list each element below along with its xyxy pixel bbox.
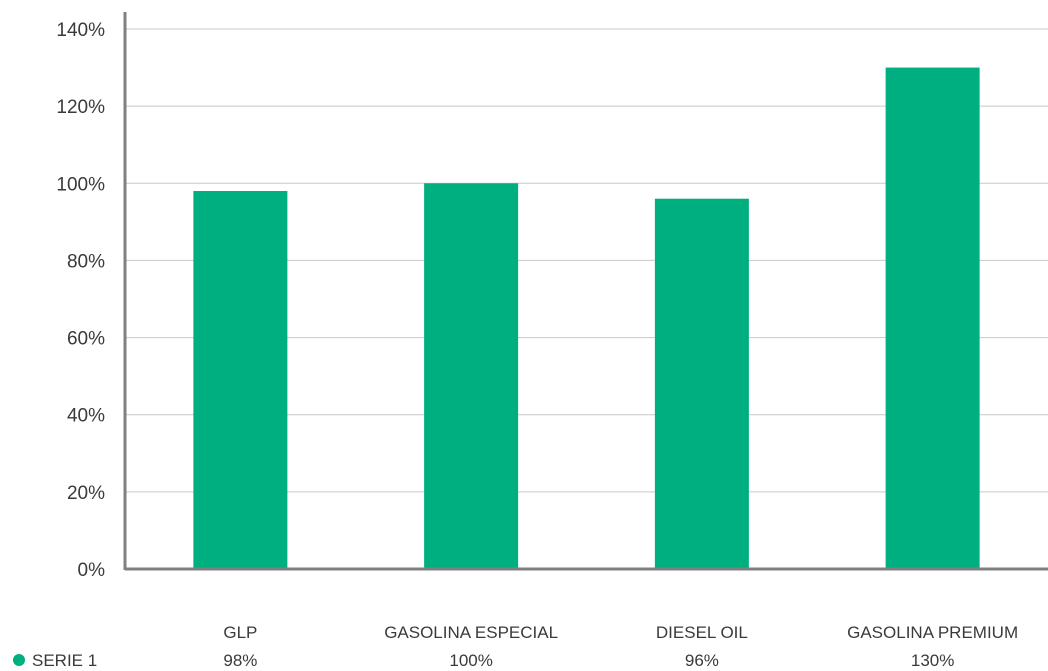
bar (193, 191, 288, 569)
data-table-values: 98% 100% 96% 130% (223, 651, 954, 670)
bar (885, 67, 980, 570)
value-label: 96% (685, 651, 719, 670)
bar (424, 183, 519, 570)
y-tick-label: 40% (67, 406, 105, 427)
y-tick-label: 60% (67, 329, 105, 350)
value-label: 130% (911, 651, 954, 670)
category-label: DIESEL OIL (656, 623, 748, 642)
y-tick-label: 100% (56, 174, 105, 195)
value-label: 100% (449, 651, 492, 670)
axes (123, 12, 1048, 571)
legend-label: SERIE 1 (32, 651, 97, 670)
category-label: GASOLINA PREMIUM (847, 623, 1018, 642)
category-label: GASOLINA ESPECIAL (384, 623, 558, 642)
value-label: 98% (223, 651, 257, 670)
bars (193, 67, 980, 570)
y-tick-labels: 0% 20% 40% 60% 80% 100% 120% 140% (56, 20, 105, 581)
y-tick-label: 80% (67, 251, 105, 272)
y-tick-label: 120% (56, 97, 105, 118)
legend: SERIE 1 (13, 651, 97, 670)
y-tick-label: 0% (78, 560, 106, 581)
category-label: GLP (223, 623, 257, 642)
legend-swatch (13, 654, 25, 666)
y-tick-label: 20% (67, 483, 105, 504)
y-tick-label: 140% (56, 20, 105, 41)
category-labels: GLP GASOLINA ESPECIAL DIESEL OIL GASOLINA P… (223, 623, 1018, 642)
bar (654, 198, 749, 569)
